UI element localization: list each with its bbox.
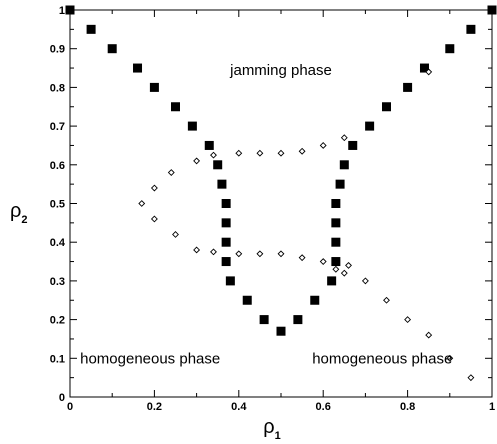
data-point-diamond <box>235 250 243 258</box>
data-point-diamond <box>193 246 201 254</box>
data-point-diamond <box>345 261 352 269</box>
y-tick-label: 0 <box>59 392 65 404</box>
data-point-diamond <box>340 269 348 277</box>
y-tick-label: 0.7 <box>50 121 65 133</box>
data-point-square <box>276 326 286 336</box>
data-point-diamond <box>361 277 369 285</box>
data-point-square <box>133 63 143 73</box>
data-point-square <box>225 276 235 286</box>
data-point-diamond <box>150 215 158 223</box>
data-point-diamond <box>298 147 306 155</box>
data-point-square <box>242 295 252 305</box>
series-filled-squares <box>65 5 497 336</box>
x-tick-label: 0.2 <box>147 401 162 413</box>
data-point-diamond <box>235 149 243 157</box>
phase-annotation: jamming phase <box>229 62 332 79</box>
data-point-diamond <box>467 374 475 382</box>
data-point-square <box>331 218 341 228</box>
data-point-square <box>348 140 358 150</box>
y-tick-label: 0.5 <box>50 199 65 211</box>
y-tick-label: 0.8 <box>50 82 65 94</box>
data-point-square <box>403 82 413 92</box>
data-point-square <box>339 160 349 170</box>
data-point-diamond <box>340 134 348 142</box>
data-point-diamond <box>172 231 179 238</box>
y-tick-label: 0.9 <box>50 44 65 56</box>
phase-annotation: homogeneous phase <box>312 350 452 367</box>
data-point-square <box>445 44 455 54</box>
axis-tick-labels: 0 0.2 0.4 0.6 0.8 1 0 0.1 0.2 0.3 0.4 0.5 0.6 0.7 0.8 0… <box>50 5 495 413</box>
y-tick-label: 0.6 <box>50 160 65 172</box>
data-point-diamond <box>256 250 264 258</box>
x-tick-label: 1 <box>489 401 495 413</box>
y-tick-label: 0.2 <box>50 315 65 327</box>
y-tick-label: 0.1 <box>50 353 65 365</box>
x-tick-label: 0.8 <box>400 401 415 413</box>
data-point-square <box>217 179 227 189</box>
x-tick-label: 0 <box>67 401 73 413</box>
y-tick-label: 0.4 <box>50 237 66 249</box>
data-point-square <box>310 295 320 305</box>
data-point-square <box>331 257 341 267</box>
data-point-diamond <box>404 316 412 324</box>
data-point-diamond <box>319 142 327 149</box>
data-point-square <box>365 121 375 131</box>
data-point-diamond <box>298 254 306 262</box>
data-point-diamond <box>210 248 217 256</box>
data-point-diamond <box>425 331 433 339</box>
series-open-diamonds <box>138 68 475 382</box>
data-point-diamond <box>425 68 433 76</box>
data-point-square <box>259 315 269 325</box>
data-point-diamond <box>138 200 146 207</box>
data-point-square <box>107 44 117 54</box>
data-point-square <box>221 199 231 208</box>
data-point-diamond <box>277 149 285 157</box>
data-point-square <box>382 102 391 112</box>
data-point-square <box>221 237 231 247</box>
data-point-square <box>204 140 214 150</box>
data-point-diamond <box>193 157 201 165</box>
data-point-diamond <box>256 149 264 157</box>
data-point-square <box>213 160 223 170</box>
data-point-diamond <box>210 151 217 159</box>
data-point-diamond <box>446 354 454 362</box>
data-point-diamond <box>319 258 327 265</box>
data-point-diamond <box>167 169 175 176</box>
y-tick-label: 0.3 <box>50 276 65 288</box>
data-point-square <box>221 257 231 267</box>
chart-annotations: jamming phase homogeneous phase homogeneou… <box>80 62 452 367</box>
phase-annotation: homogeneous phase <box>80 350 220 367</box>
data-point-square <box>187 121 197 131</box>
data-point-square <box>171 102 180 112</box>
data-point-diamond <box>383 296 390 304</box>
data-point-square <box>293 315 303 325</box>
y-tick-label: 1 <box>59 5 65 17</box>
data-point-square <box>487 5 497 15</box>
data-point-square <box>86 24 96 34</box>
data-point-square <box>466 24 476 34</box>
data-point-square <box>335 179 345 189</box>
data-point-square <box>331 199 341 208</box>
data-point-square <box>65 5 75 15</box>
data-point-square <box>331 237 341 247</box>
data-point-square <box>221 218 231 228</box>
data-point-square <box>149 82 159 92</box>
x-axis-label: ρ1 <box>263 416 281 442</box>
x-tick-label: 0.6 <box>316 401 331 413</box>
y-axis-label: ρ2 <box>10 200 28 226</box>
data-point-square <box>327 276 337 286</box>
data-point-diamond <box>332 265 340 273</box>
data-point-diamond <box>277 250 285 258</box>
x-tick-label: 0.4 <box>231 401 247 413</box>
data-point-diamond <box>150 184 158 192</box>
data-point-square <box>419 63 429 73</box>
